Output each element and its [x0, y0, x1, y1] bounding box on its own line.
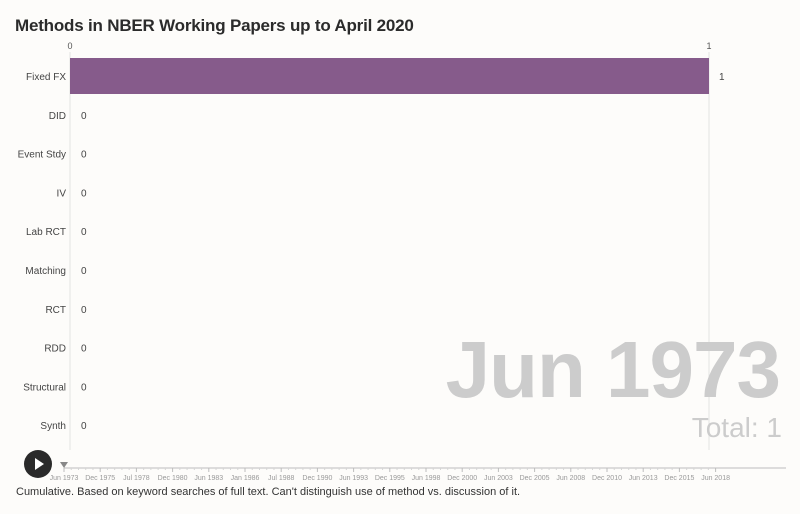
timeline-tick-label: Jun 1998 [412, 475, 441, 482]
category-label: Lab RCT [26, 227, 66, 238]
bar [70, 58, 709, 94]
category-label: DID [49, 111, 66, 122]
timeline-tick-label: Jul 1988 [268, 475, 295, 482]
category-label: IV [57, 188, 67, 199]
category-label: RCT [45, 305, 66, 316]
timeline-tick-label: Dec 2010 [592, 475, 622, 482]
category-label: RDD [44, 344, 66, 355]
footnote: Cumulative. Based on keyword searches of… [16, 486, 521, 498]
timeline-tick-label: Dec 1990 [302, 475, 332, 482]
bar-value-label: 0 [81, 188, 87, 199]
current-date-overlay: Jun 1973 [445, 325, 781, 414]
timeline-tick-label: Dec 1980 [158, 475, 188, 482]
timeline-handle[interactable] [60, 462, 68, 468]
bar-value-label: 0 [81, 382, 87, 393]
category-label: Event Stdy [18, 150, 66, 161]
bar-value-label: 0 [81, 266, 87, 277]
chart-title: Methods in NBER Working Papers up to Apr… [15, 16, 414, 35]
bar-value-label: 1 [719, 72, 725, 83]
timeline-tick-label: Jun 1993 [339, 475, 368, 482]
timeline-tick-label: Jun 1983 [194, 475, 223, 482]
timeline-tick-label: Dec 2015 [664, 475, 694, 482]
timeline-tick-label: Jun 2003 [484, 475, 513, 482]
timeline-tick-label: Dec 1975 [85, 475, 115, 482]
bar-value-label: 0 [81, 305, 87, 316]
timeline-tick-label: Jan 1986 [231, 475, 260, 482]
category-label: Structural [23, 382, 66, 393]
timeline-tick-label: Jul 1978 [123, 475, 150, 482]
value-axis-tick-label: 0 [67, 41, 72, 51]
timeline-tick-label: Jun 2008 [556, 475, 585, 482]
category-label: Fixed FX [26, 72, 66, 83]
timeline-tick-label: Dec 2005 [520, 475, 550, 482]
play-button[interactable] [24, 450, 52, 478]
play-icon [35, 458, 44, 470]
bar-value-label: 0 [81, 344, 87, 355]
timeline-tick-label: Jun 2013 [629, 475, 658, 482]
total-count-overlay: Total: 1 [691, 412, 782, 443]
bar-value-label: 0 [81, 150, 87, 161]
timeline-tick-label: Jun 1973 [50, 475, 79, 482]
value-axis-tick-label: 1 [706, 41, 711, 51]
bar-value-label: 0 [81, 421, 87, 432]
timeline-tick-label: Dec 2000 [447, 475, 477, 482]
timeline-tick-label: Jun 2018 [701, 475, 730, 482]
category-label: Synth [40, 421, 66, 432]
timeline-tick-label: Dec 1995 [375, 475, 405, 482]
bar-value-label: 0 [81, 111, 87, 122]
bar-value-label: 0 [81, 227, 87, 238]
category-label: Matching [25, 266, 66, 277]
